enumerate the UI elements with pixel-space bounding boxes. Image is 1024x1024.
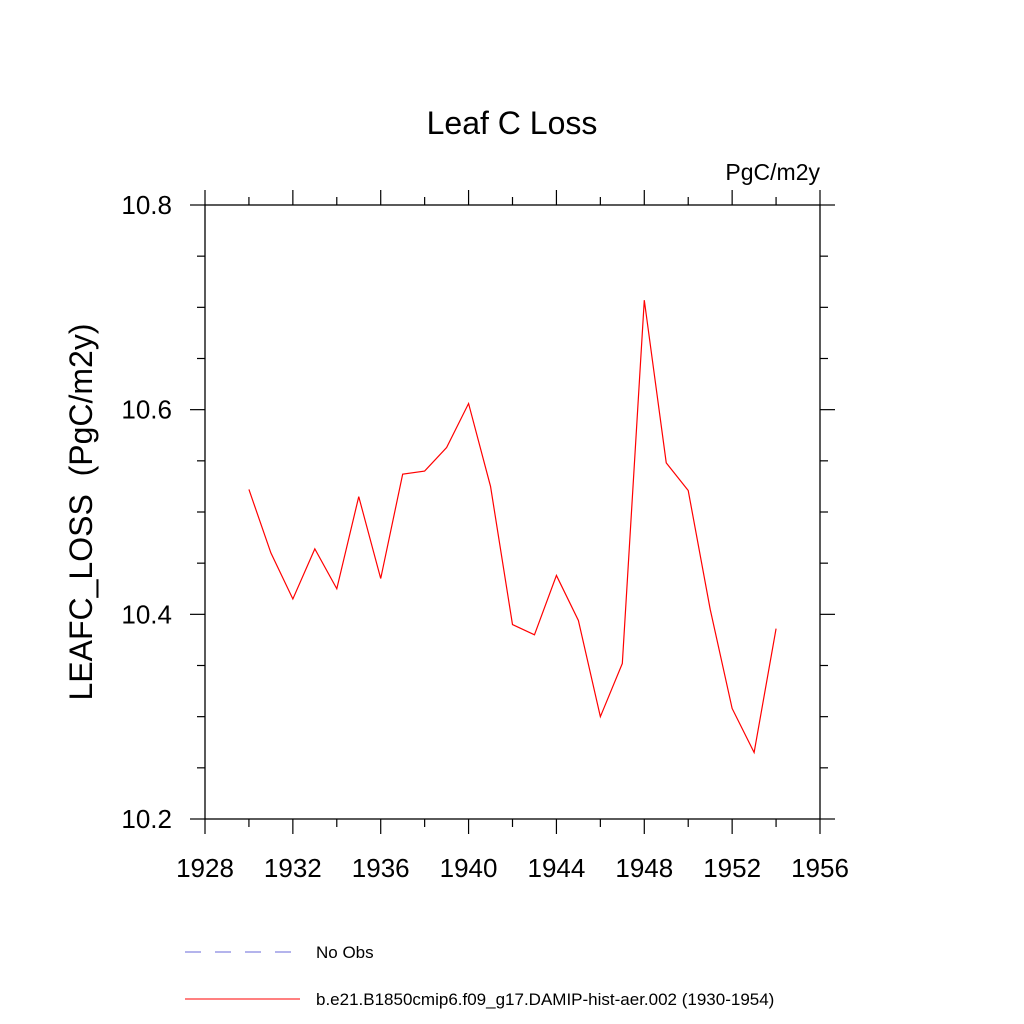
y-tick-label: 10.8 xyxy=(121,190,172,220)
legend-label: No Obs xyxy=(316,943,374,962)
x-tick-label: 1928 xyxy=(176,853,234,883)
series-line xyxy=(248,300,777,755)
y-tick-label: 10.4 xyxy=(121,599,172,629)
y-tick-label: 10.2 xyxy=(121,804,172,834)
minor-ticks xyxy=(197,197,828,827)
y-tick-label: 10.6 xyxy=(121,395,172,425)
series-layer xyxy=(248,300,777,755)
x-tick-label: 1932 xyxy=(264,853,322,883)
x-tick-label: 1940 xyxy=(440,853,498,883)
x-tick-label: 1944 xyxy=(528,853,586,883)
units-label: PgC/m2y xyxy=(725,159,820,185)
plot-frame xyxy=(204,204,821,820)
x-tick-label: 1948 xyxy=(615,853,673,883)
legend: No Obs b.e21.B1850cmip6.f09_g17.DAMIP-his… xyxy=(185,943,774,1009)
major-ticks xyxy=(190,190,835,834)
tick-labels: 1928 1932 1936 1940 1944 1948 1952 1956 10.2 10.4… xyxy=(121,190,849,883)
x-tick-label: 1936 xyxy=(352,853,410,883)
x-tick-label: 1956 xyxy=(791,853,849,883)
chart-title: Leaf C Loss xyxy=(427,105,598,141)
y-axis-label: LEAFC_LOSS (PgC/m2y) xyxy=(63,324,99,701)
legend-label: b.e21.B1850cmip6.f09_g17.DAMIP-hist-aer.… xyxy=(316,990,774,1009)
x-tick-label: 1952 xyxy=(703,853,761,883)
